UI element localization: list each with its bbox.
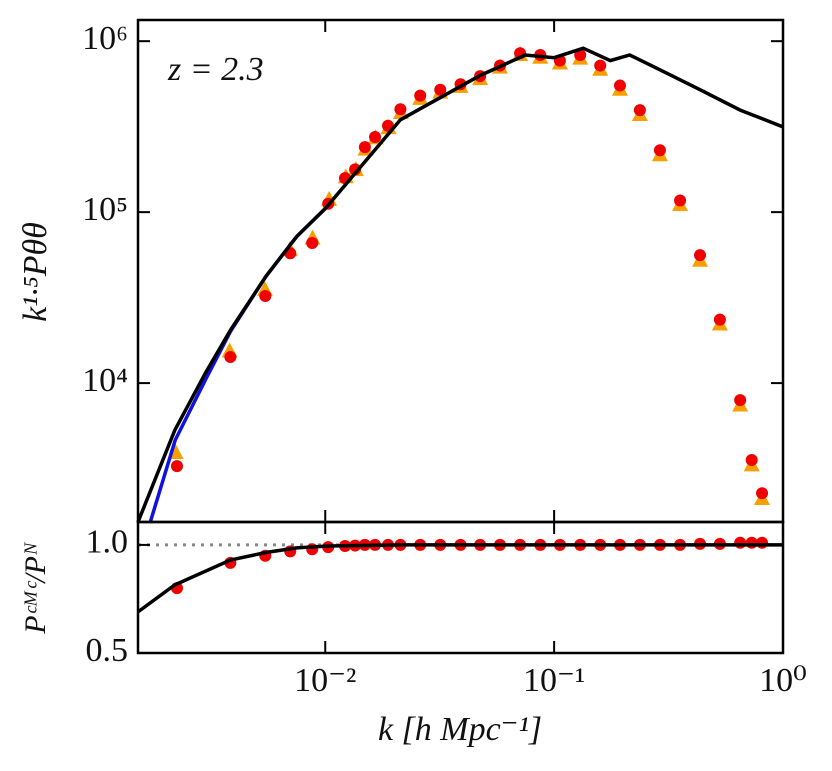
marker (694, 249, 707, 262)
marker (224, 351, 237, 364)
marker (613, 79, 626, 92)
marker (734, 394, 747, 407)
marker (633, 104, 646, 117)
y-tick-label: 10⁵ (82, 191, 128, 228)
marker (653, 144, 666, 157)
marker (170, 460, 183, 473)
marker (734, 536, 747, 549)
annotation: z = 2.3 (167, 51, 264, 88)
marker (756, 536, 769, 549)
marker (306, 236, 319, 249)
marker (745, 453, 758, 466)
y-tick-label: 0.5 (86, 632, 129, 669)
line (148, 207, 327, 523)
plot-frame (136, 18, 785, 524)
y-axis-label: Pᶜᴹᶜ/Pᴺ (19, 541, 52, 635)
marker (756, 487, 769, 500)
marker (574, 49, 587, 62)
marker (358, 141, 371, 154)
x-tick-label: 10⁻² (294, 662, 356, 699)
marker (594, 59, 607, 72)
marker (713, 313, 726, 326)
x-tick-label: 10⁻¹ (523, 662, 585, 699)
x-axis-label: k [h Mpc⁻¹] (378, 711, 542, 748)
marker (414, 89, 427, 102)
marker (434, 83, 447, 96)
marker (394, 103, 407, 116)
line (136, 46, 784, 523)
x-tick-label: 10⁰ (759, 662, 807, 699)
marker (674, 194, 687, 207)
marker (369, 131, 382, 144)
plot-frame (136, 520, 785, 655)
line (136, 543, 783, 614)
y-tick-label: 10⁶ (82, 20, 128, 57)
y-tick-label: 1.0 (86, 524, 129, 561)
y-tick-label: 10⁴ (82, 362, 128, 399)
marker (745, 536, 758, 549)
y-axis-label: k¹·⁵Pθθ (17, 222, 54, 322)
marker (259, 290, 272, 303)
